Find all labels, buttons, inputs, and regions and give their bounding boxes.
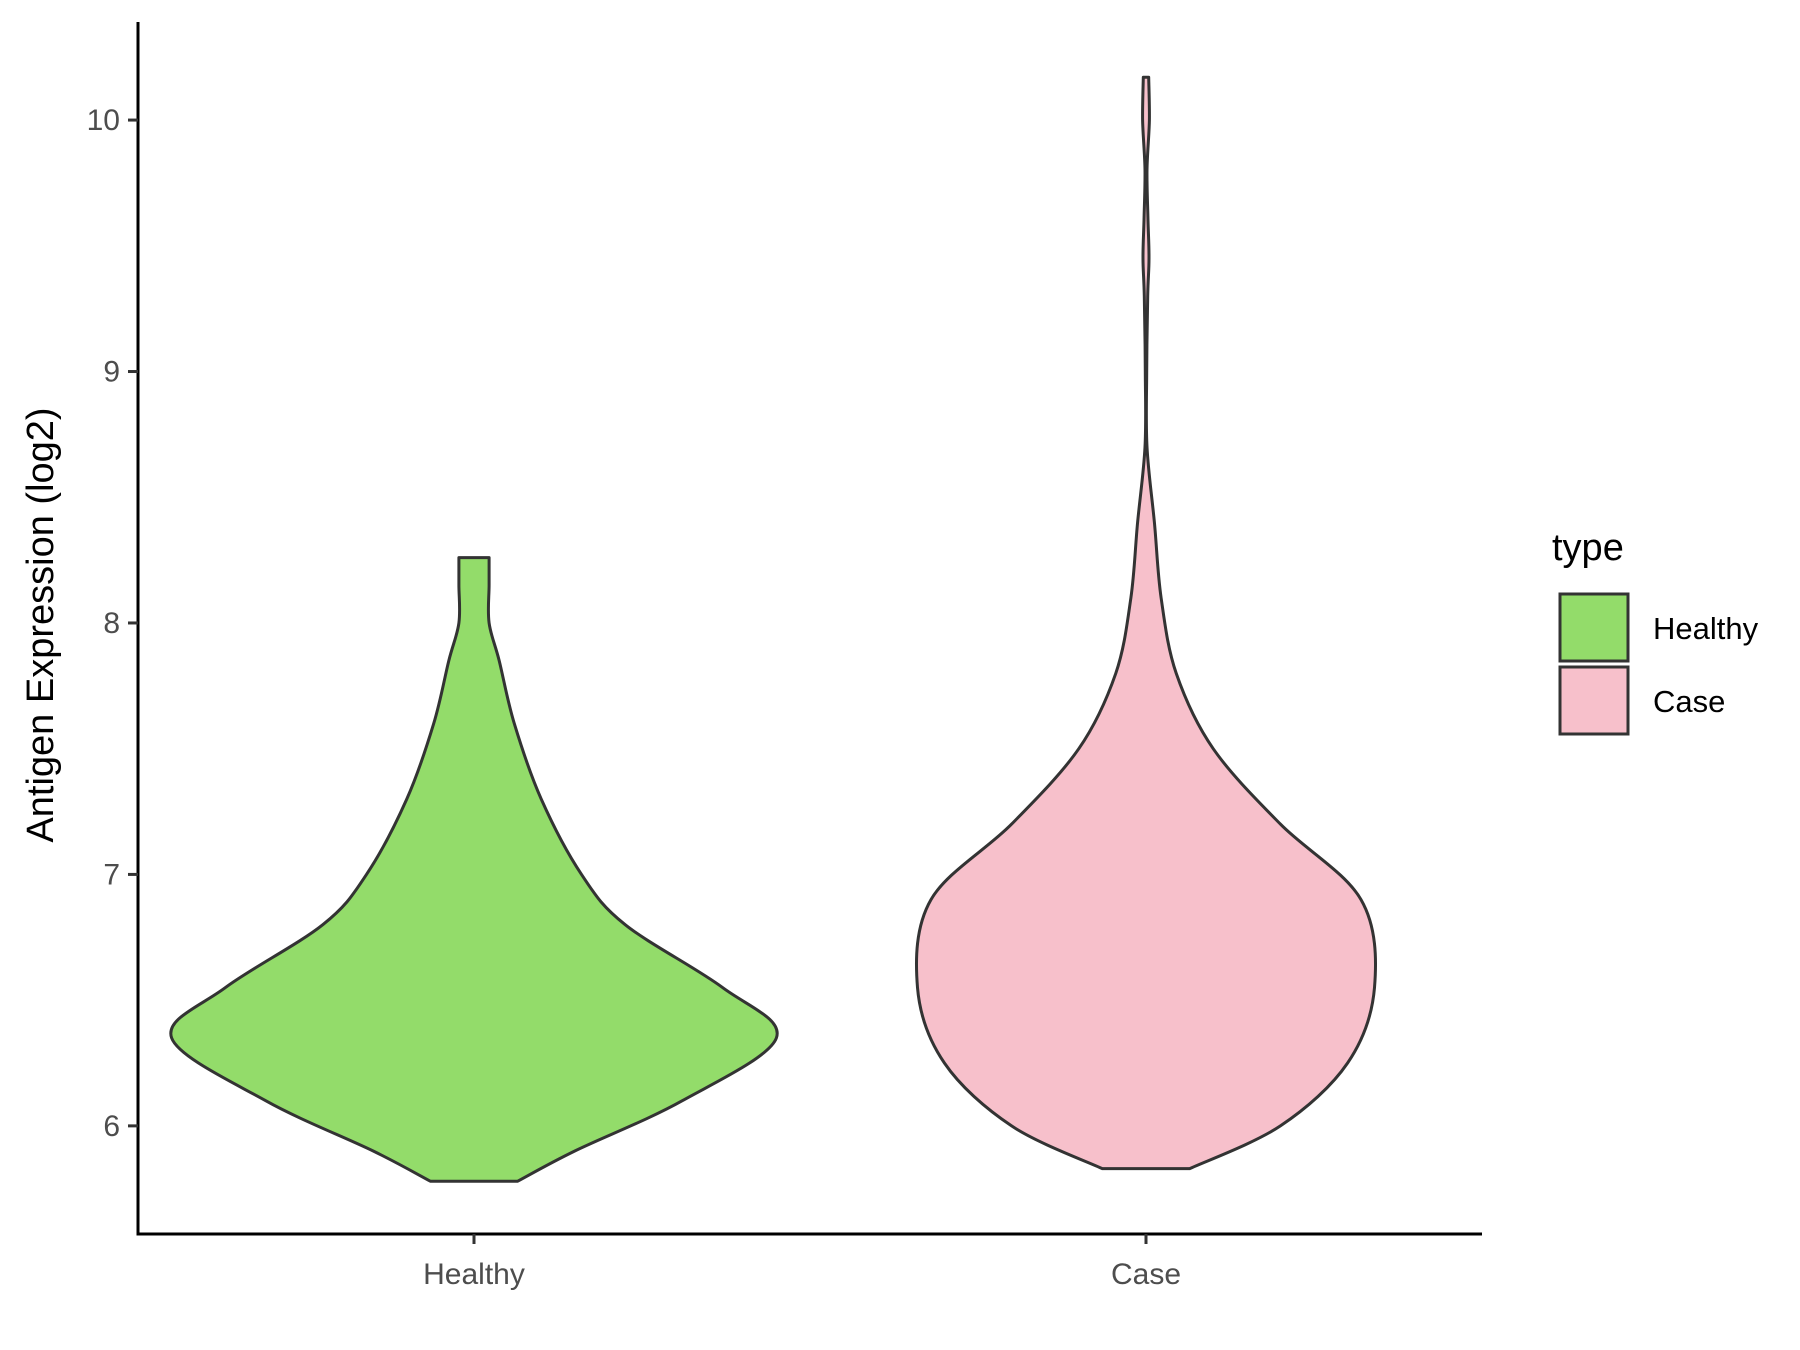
violin-case [914, 75, 1378, 1171]
violin-healthy [169, 556, 779, 1183]
y-tick-label: 7 [103, 858, 120, 891]
y-tick-label: 9 [103, 356, 120, 389]
violin-group [169, 75, 1378, 1183]
legend-items: Healthy Case [1558, 592, 1759, 736]
legend: type Healthy Case [1552, 527, 1759, 736]
x-ticks: Healthy Case [423, 1234, 1181, 1291]
y-tick-label: 6 [103, 1110, 120, 1143]
legend-key-healthy [1558, 592, 1630, 663]
y-tick-label: 8 [103, 607, 120, 640]
y-tick-label: 10 [87, 104, 120, 137]
x-tick-label: Healthy [423, 1258, 525, 1291]
legend-title: type [1552, 527, 1624, 569]
axes [136, 22, 1482, 1236]
legend-label-healthy: Healthy [1653, 611, 1759, 646]
y-ticks: 6 7 8 9 10 [87, 104, 138, 1143]
y-axis-title: Antigen Expression (log2) [20, 407, 62, 842]
x-tick-label: Case [1111, 1258, 1181, 1291]
legend-key-case [1558, 665, 1630, 736]
legend-label-case: Case [1653, 684, 1725, 719]
